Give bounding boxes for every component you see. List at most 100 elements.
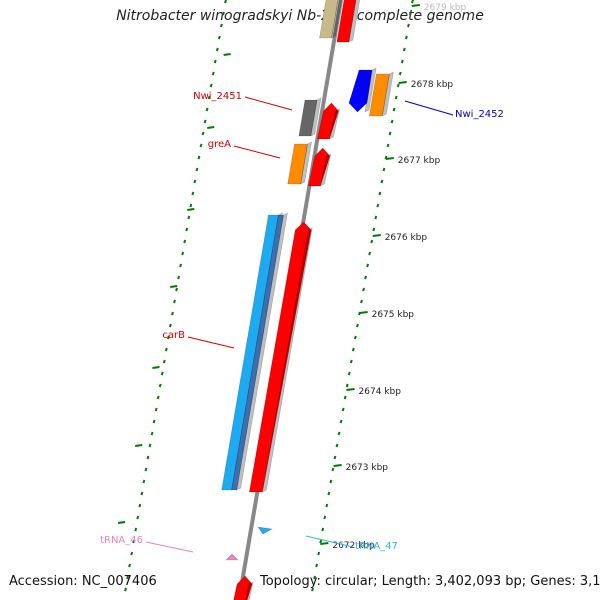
gc-dot [197,155,201,160]
gc-dash [135,444,143,447]
tick-mark [333,464,342,467]
gc-dot [219,23,223,28]
tick-label: 2673 kbp [346,463,389,473]
trna-47-mark [257,526,273,535]
gc-dash [223,53,231,56]
gc-dot [199,143,203,148]
gene-leader-line [145,541,194,553]
tick-mark [372,234,381,237]
gc-dot [183,239,187,244]
gc-dot [193,179,197,184]
tick-mark [346,388,355,391]
tick-ruler-dot [335,443,339,448]
gc-dot [134,527,138,532]
gc-dot [189,203,193,208]
cds-grea-arrow-shade [319,153,332,187]
tick-ruler-dot [347,371,351,376]
cds-red-arrow-shade [348,0,360,43]
tick-ruler-dot [374,215,378,220]
cds-cyan-shade [231,214,284,491]
cds-grea-arrow [308,147,331,187]
gc-dash [187,208,195,211]
gc-dot [173,299,176,304]
tick-mark [398,81,407,84]
cds-red-arrow-2-shade [328,108,340,140]
gene-leader-line [404,100,454,116]
tick-ruler-dot [411,0,414,4]
gc-dot [222,11,225,16]
tick-ruler-dot [360,299,363,304]
gc-dot [224,0,227,4]
gc-dot [124,587,127,592]
cds-carb-arrow [249,221,312,493]
tick-label: 2672 kbp [332,541,375,551]
gc-dot [164,347,168,352]
gc-dot [142,479,146,484]
gene-leader-line [244,96,293,111]
cds-tan-block [319,0,339,39]
tick-ruler-dot [400,59,404,64]
gc-dot [130,551,134,556]
gc-dot [166,335,170,340]
tick-ruler-dot [362,287,365,292]
tick-label: 2678 kbp [411,80,454,90]
tick-ruler-dot [376,203,380,208]
gc-dot [150,431,154,436]
genome-summary: Topology: circular; Length: 3,402,093 bp… [260,574,600,589]
tick-ruler-dot [325,503,329,508]
tick-ruler-dot [366,263,370,268]
gene-label: greA [208,139,231,150]
gc-dot [140,491,144,496]
gc-dot [177,275,181,280]
tick-ruler-dot [409,11,412,16]
tick-ruler-dot [398,71,402,76]
tick-mark [359,311,368,314]
tick-ruler-dot [313,575,317,580]
tick-mark [320,542,329,545]
tick-label: 2679 kbp [424,3,467,13]
gc-dot [179,263,183,268]
tick-ruler-dot [355,323,359,328]
tick-ruler-dot [378,191,382,196]
tick-ruler-dot [317,551,321,556]
gc-dot [211,71,215,76]
cds-orange-block [368,73,390,117]
gene-label: Nwi_2451 [193,91,242,102]
tick-label: 2675 kbp [372,310,415,320]
gc-dot [181,251,185,256]
cds-red-arrow [336,0,357,43]
tick-ruler-dot [337,431,341,436]
cds-nwi-2452-arrow [348,69,373,113]
cds-orange-block-shade [381,71,394,117]
tick-ruler-dot [406,23,410,28]
tick-ruler-dot [351,347,355,352]
tick-ruler-dot [386,143,390,148]
tick-ruler-dot [349,359,353,364]
tick-ruler-dot [372,227,376,232]
gc-dot [175,287,178,292]
gene-label: tRNA_47 [355,541,398,552]
tick-ruler-dot [319,539,323,544]
tick-ruler-dot [392,107,396,112]
cds-carb-arrow-shade [261,227,313,493]
gc-dot [154,407,158,412]
tick-label: 2677 kbp [398,156,441,166]
tick-ruler-dot [333,455,337,460]
gc-dot [160,371,164,376]
tick-ruler-dot [380,179,384,184]
tick-ruler-dot [384,155,388,160]
diagram-title: Nitrobacter winogradskyi Nb-255, complet… [116,8,484,24]
tick-ruler-dot [396,83,400,88]
cds-nwi-2451-block-shade [310,97,322,137]
gc-dot [191,191,195,196]
tick-label: 2676 kbp [385,233,428,243]
gc-dot [217,35,221,40]
gc-dot [207,95,211,100]
gc-dot [162,359,166,364]
gc-dot [156,395,160,400]
tick-ruler-dot [404,35,408,40]
tick-ruler-dot [327,491,331,496]
gc-dot [201,131,205,136]
tick-ruler-dot [341,407,345,412]
